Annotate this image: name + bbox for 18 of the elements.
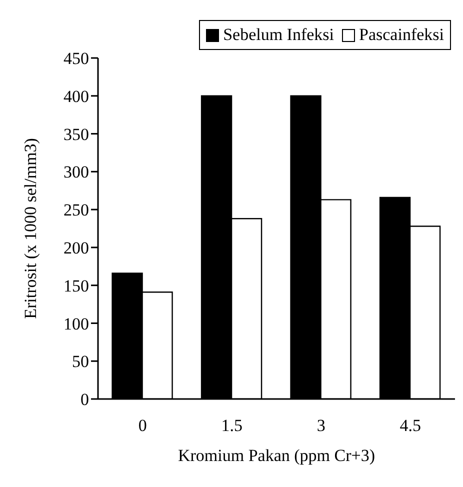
y-axis-title: Eritrosit (x 1000 sel/mm3): [21, 138, 40, 319]
y-tick-label: 300: [64, 162, 89, 182]
y-tick-label: 250: [64, 200, 89, 220]
y-tick-label: 350: [64, 124, 89, 144]
x-tick-label: 1.5: [221, 416, 242, 436]
x-tick-label: 0: [138, 416, 147, 436]
y-tick-label: 200: [64, 238, 89, 258]
x-axis-title: Kromium Pakan (ppm Cr+3): [178, 446, 376, 465]
y-tick-label: 100: [64, 314, 89, 334]
y-tick-label: 50: [72, 352, 89, 372]
y-tick-label: 0: [80, 390, 89, 410]
y-tick-label: 150: [64, 276, 89, 296]
legend-label: Pascainfeksi: [358, 25, 444, 45]
x-tick-label: 3: [316, 416, 326, 436]
y-tick-label: 450: [64, 49, 89, 68]
x-tick-label: 4.5: [400, 416, 421, 436]
legend-label: Sebelum Infeksi: [222, 25, 334, 45]
y-tick-label: 400: [64, 86, 89, 106]
